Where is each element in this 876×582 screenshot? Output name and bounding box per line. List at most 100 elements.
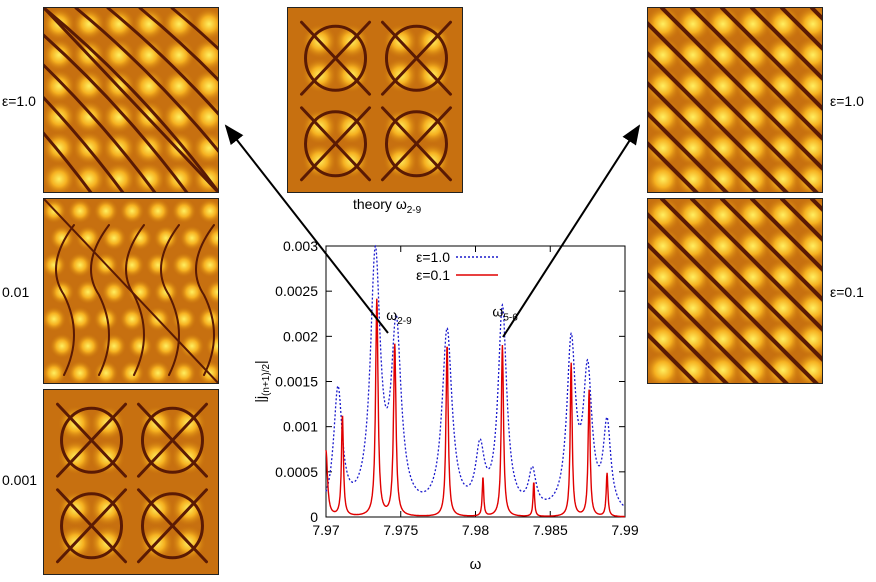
nodal-line — [136, 488, 208, 564]
density-blob — [102, 162, 136, 192]
density-blob — [171, 360, 197, 383]
arrow-right — [502, 124, 641, 338]
label-right-bot: ε=0.1 — [830, 284, 864, 300]
density-blob — [145, 360, 171, 383]
density-blob — [674, 227, 712, 265]
density-blob — [162, 131, 196, 165]
plot-frame — [325, 245, 626, 518]
legend-label: ε=1.0 — [416, 249, 450, 265]
density-blob — [734, 36, 772, 74]
density-blob — [179, 333, 205, 359]
density-blob — [648, 67, 682, 105]
density-blob — [102, 38, 136, 72]
nodal-line — [648, 81, 759, 192]
density-blob — [119, 306, 145, 332]
nodal-ring — [140, 406, 204, 474]
density-blob — [197, 199, 218, 224]
panel-left-mid-pattern — [44, 199, 218, 383]
nodal-line — [44, 33, 189, 192]
panel-left-bot — [43, 389, 219, 575]
nodal-line — [720, 8, 822, 111]
panel-right-bot-pattern — [648, 199, 822, 383]
density-blob — [102, 8, 136, 41]
density-blob — [171, 199, 197, 224]
density-blob — [67, 360, 93, 383]
nodal-line — [648, 141, 699, 192]
nodal-line — [750, 199, 822, 272]
density-blob — [75, 225, 101, 251]
density-blob — [794, 98, 822, 136]
density-blob — [101, 225, 127, 251]
density-blob — [794, 36, 822, 74]
density-blob — [794, 67, 822, 105]
nodal-ring — [304, 24, 368, 92]
nodal-ring — [60, 406, 124, 474]
nodal-line — [648, 272, 759, 383]
nodal-ring — [384, 110, 448, 178]
density-blob — [44, 69, 76, 103]
density-blob — [75, 333, 101, 359]
y-tick-label: 0.0005 — [275, 464, 318, 480]
density-blob — [205, 279, 218, 305]
y-tick-label: 0.003 — [283, 238, 318, 254]
nodal-line — [44, 96, 125, 192]
density-blob — [794, 199, 822, 234]
x-tick-label: 7.98 — [462, 522, 489, 538]
nodal-line — [648, 332, 699, 383]
nodal-line — [720, 199, 822, 302]
nodal-line — [648, 21, 819, 192]
label-left-top: ε=1.0 — [2, 93, 36, 109]
density-blob — [44, 306, 67, 332]
y-tick-label: 0.0025 — [275, 283, 318, 299]
density-blob — [192, 38, 218, 72]
nodal-ring — [60, 492, 124, 560]
density-blob — [127, 333, 153, 359]
density-blob — [72, 100, 106, 134]
x-axis-label: ω — [470, 556, 482, 573]
density-blob — [794, 160, 822, 192]
panel-left-mid — [43, 198, 219, 384]
panel-left-bot-pattern — [44, 390, 218, 574]
nodal-line — [56, 402, 128, 478]
nodal-line — [690, 199, 822, 332]
label-right-top: ε=1.0 — [830, 93, 864, 109]
density-blob — [674, 36, 712, 74]
nodal-line — [300, 106, 372, 182]
label-left-bot: 0.001 — [2, 472, 38, 488]
density-blob — [44, 162, 76, 192]
density-blob — [132, 38, 166, 72]
label-center-theory-text: theory — [353, 196, 392, 212]
density-blob — [794, 129, 822, 167]
nodal-ring — [140, 492, 204, 560]
density-blob — [794, 8, 822, 43]
nodal-line — [106, 8, 218, 116]
label-center-theory: theory ω2-9 — [353, 196, 421, 216]
nodal-ring — [384, 24, 448, 92]
nodal-line — [125, 224, 145, 376]
density-blob — [153, 333, 179, 359]
x-tick-label: 7.975 — [383, 522, 418, 538]
density-blob — [179, 225, 205, 251]
panel-left-top — [43, 7, 219, 193]
y-tick-label: 0 — [310, 509, 318, 525]
density-blob — [67, 252, 93, 278]
y-tick-label: 0.0015 — [275, 374, 318, 390]
y-axis-label: |j(n+1)/2| — [252, 360, 272, 402]
nodal-line — [138, 8, 218, 82]
density-blob — [72, 8, 106, 41]
nodal-line — [55, 224, 75, 376]
nodal-line — [44, 131, 93, 192]
nodal-line — [380, 106, 452, 182]
density-blob — [127, 225, 153, 251]
density-blob — [44, 360, 67, 383]
density-blob — [764, 36, 802, 74]
density-blob — [153, 225, 179, 251]
density-blob — [72, 69, 106, 103]
x-tick-label: 7.99 — [611, 522, 638, 538]
y-tick-label: 0.002 — [283, 328, 318, 344]
density-blob — [101, 279, 127, 305]
density-blob — [127, 279, 153, 305]
density-blob — [145, 199, 171, 224]
density-blob — [44, 38, 76, 72]
